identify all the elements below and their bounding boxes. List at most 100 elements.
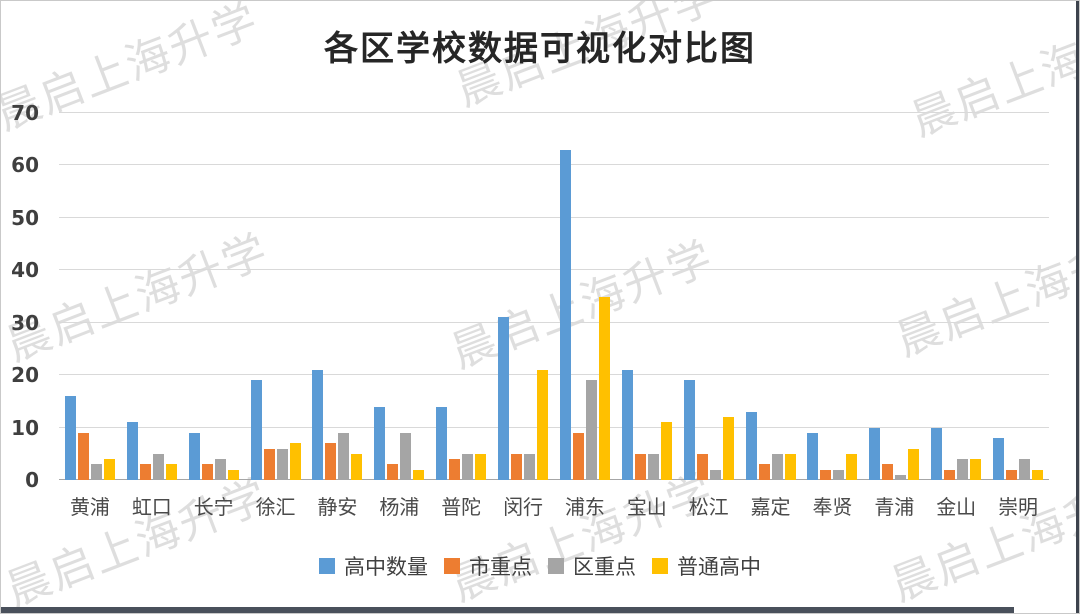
bar-市重点-徐汇 (263, 448, 275, 480)
bar-高中数量-崇明 (993, 438, 1005, 480)
bar-区重点-松江 (709, 469, 721, 480)
bar-group-长宁 (183, 113, 245, 480)
bar-高中数量-杨浦 (374, 406, 386, 480)
bar-高中数量-金山 (931, 427, 943, 480)
bar-普通高中-闵行 (537, 369, 549, 480)
x-tick-label-嘉定: 嘉定 (750, 497, 791, 519)
bar-普通高中-浦东 (598, 296, 610, 480)
bar-市重点-长宁 (201, 464, 213, 480)
watermark: 晨启上海升学 (0, 470, 276, 614)
bar-高中数量-嘉定 (745, 411, 757, 480)
bar-group-静安 (307, 113, 369, 480)
bar-高中数量-松江 (683, 380, 695, 480)
bar-区重点-嘉定 (771, 453, 783, 480)
gridline (59, 216, 1049, 218)
plot-area (59, 112, 1049, 480)
bar-高中数量-静安 (312, 369, 324, 480)
bar-高中数量-宝山 (621, 369, 633, 480)
bar-市重点-黄浦 (77, 432, 89, 480)
bar-高中数量-虹口 (126, 422, 138, 480)
x-axis: 黄浦 虹口 长宁 徐汇 静安 杨浦 普陀 闵行 浦东 宝山 松江 嘉定 奉贤 青浦 金山 崇明 (59, 491, 1049, 525)
bar-group-崇明 (987, 113, 1049, 480)
bar-group-宝山 (616, 113, 678, 480)
bar-高中数量-闵行 (498, 317, 510, 480)
bar-市重点-虹口 (139, 464, 151, 480)
legend-swatch-icon (319, 558, 335, 574)
bar-区重点-虹口 (152, 453, 164, 480)
bar-group-金山 (925, 113, 987, 480)
bar-区重点-静安 (338, 432, 350, 480)
bar-group-杨浦 (368, 113, 430, 480)
bar-group-浦东 (554, 113, 616, 480)
bar-区重点-长宁 (214, 459, 226, 480)
legend-item-市重点: 市重点 (444, 551, 532, 581)
bar-区重点-黄浦 (90, 464, 102, 480)
bar-普通高中-静安 (351, 453, 363, 480)
y-tick-label: 30 (11, 310, 39, 335)
bar-市重点-闵行 (511, 453, 523, 480)
bar-区重点-青浦 (895, 474, 907, 480)
bar-group-普陀 (430, 113, 492, 480)
right-edge-border (1076, 1, 1079, 613)
gridline (59, 269, 1049, 271)
gridline (59, 374, 1049, 376)
bar-区重点-闵行 (524, 453, 536, 480)
bar-普通高中-宝山 (660, 422, 672, 480)
y-tick-label: 0 (25, 468, 39, 492)
bar-高中数量-黄浦 (64, 396, 76, 480)
bar-group-松江 (678, 113, 740, 480)
bar-区重点-金山 (957, 459, 969, 480)
legend-item-高中数量: 高中数量 (319, 551, 428, 581)
y-tick-label: 10 (11, 415, 39, 440)
x-tick-label-闵行: 闵行 (503, 497, 544, 519)
x-tick-label-杨浦: 杨浦 (379, 497, 420, 519)
gridline (59, 112, 1049, 113)
bar-市重点-金山 (944, 469, 956, 480)
legend-label: 区重点 (573, 555, 636, 579)
bar-普通高中-金山 (970, 459, 982, 480)
bar-普通高中-奉贤 (846, 453, 858, 480)
bar-高中数量-奉贤 (807, 432, 819, 480)
bar-普通高中-普陀 (475, 453, 487, 480)
x-tick-label-奉贤: 奉贤 (812, 497, 853, 519)
bar-区重点-浦东 (585, 380, 597, 480)
bar-group-奉贤 (802, 113, 864, 480)
x-tick-label-徐汇: 徐汇 (255, 497, 296, 519)
bar-普通高中-虹口 (165, 464, 177, 480)
x-tick-label-静安: 静安 (317, 497, 358, 519)
y-axis: 0 10 20 30 40 50 60 70 (1, 101, 47, 492)
gridline (59, 426, 1049, 428)
legend-label: 高中数量 (344, 555, 428, 579)
y-tick-label: 60 (11, 153, 39, 178)
bar-高中数量-长宁 (188, 432, 200, 480)
bottom-edge-border (1, 607, 1015, 613)
bar-group-嘉定 (740, 113, 802, 480)
gridline (59, 164, 1049, 166)
x-tick-label-普陀: 普陀 (441, 497, 482, 519)
legend-label: 市重点 (469, 555, 532, 579)
chart-title: 各区学校数据可视化对比图 (324, 31, 756, 68)
bar-groups (59, 113, 1049, 480)
bar-普通高中-杨浦 (413, 469, 425, 480)
bar-普通高中-黄浦 (103, 459, 115, 480)
y-tick-label: 70 (11, 101, 39, 125)
bar-高中数量-浦东 (559, 149, 571, 480)
bar-市重点-杨浦 (387, 464, 399, 480)
bar-区重点-普陀 (462, 453, 474, 480)
bar-group-虹口 (121, 113, 183, 480)
x-tick-label-虹口: 虹口 (131, 497, 172, 519)
x-tick-label-松江: 松江 (688, 497, 729, 519)
x-tick-label-崇明: 崇明 (998, 497, 1039, 519)
gridline (59, 321, 1049, 323)
bar-区重点-徐汇 (276, 448, 288, 480)
bar-市重点-崇明 (1006, 469, 1018, 480)
legend-label: 普通高中 (677, 555, 761, 579)
x-tick-label-宝山: 宝山 (626, 497, 667, 519)
bar-普通高中-松江 (722, 417, 734, 480)
x-tick-label-青浦: 青浦 (874, 497, 915, 519)
bar-group-黄浦 (59, 113, 121, 480)
x-axis-line (59, 479, 1049, 480)
bar-区重点-宝山 (647, 453, 659, 480)
x-tick-label-黄浦: 黄浦 (69, 497, 110, 519)
